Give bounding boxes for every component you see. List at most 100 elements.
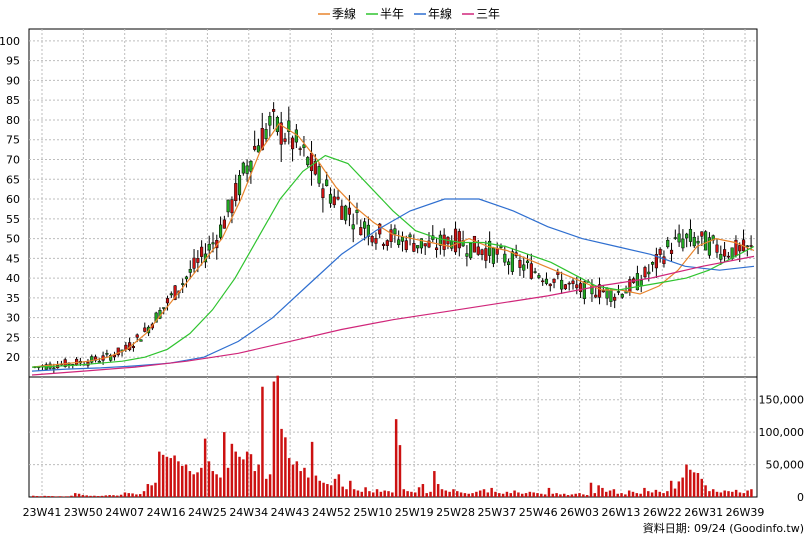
volume-bar [734, 489, 738, 497]
candle-body [279, 122, 283, 145]
volume-bar [475, 491, 478, 497]
volume-bar [406, 491, 409, 497]
candle-body [245, 165, 249, 174]
volume-bar [463, 493, 467, 497]
volume-bar [555, 493, 558, 497]
legend-label: 半年 [380, 7, 404, 21]
candle-body [317, 166, 321, 184]
volume-bar [230, 443, 234, 497]
x-tick-label: 24W07 [105, 506, 144, 519]
volume-bar [200, 467, 203, 497]
volume-bar [490, 487, 493, 497]
candle-body [707, 237, 711, 256]
volume-bar [158, 451, 161, 497]
x-tick-label: 26W31 [684, 506, 723, 519]
volume-y-axis: 0 50,000 100,000 150,000 [759, 394, 805, 504]
candle-body [579, 283, 583, 293]
legend-label: 年線 [428, 6, 452, 21]
volume-bar [562, 493, 566, 497]
volume-bar [436, 484, 440, 497]
volume-bar [524, 493, 528, 497]
volume-bar [356, 490, 360, 497]
volume-bar [123, 492, 127, 497]
candle-body [222, 219, 226, 229]
volume-bar [135, 494, 138, 497]
volume-bar [58, 496, 62, 497]
x-tick-label: 25W37 [477, 506, 516, 519]
volume-bar [280, 428, 283, 497]
ma-line-3 [31, 255, 755, 376]
candle-body [692, 236, 696, 247]
volume-bar [597, 485, 600, 497]
volume-bar [43, 495, 46, 497]
price-y-tick-label: 50 [6, 233, 20, 246]
candle-body [105, 353, 109, 355]
x-tick-label: 25W19 [395, 506, 434, 519]
volume-bar [318, 480, 321, 497]
candle-body [397, 239, 401, 246]
candle-body [469, 242, 473, 259]
x-tick-label: 24W43 [271, 506, 310, 519]
candle-body [480, 249, 484, 255]
candle-body [347, 207, 351, 215]
volume-bar [219, 477, 222, 497]
candle-body [336, 196, 340, 200]
volume-bar [211, 471, 215, 497]
volume-bar [559, 494, 562, 497]
candle-body [412, 243, 416, 252]
candle-body [704, 231, 708, 251]
volume-bar [352, 489, 356, 497]
volume-bar [161, 454, 165, 497]
candle-body [427, 240, 431, 248]
candle-body [738, 245, 742, 252]
candle-body [268, 115, 272, 126]
volume-bar [631, 491, 635, 497]
volume-bar [666, 491, 669, 497]
x-tick-label: 25W46 [519, 506, 558, 519]
candle-body [256, 145, 261, 153]
volume-bar [620, 493, 623, 497]
candle-body [571, 280, 575, 285]
candle-body [669, 249, 674, 254]
candle-body [651, 262, 655, 265]
volume-bar [322, 482, 325, 497]
volume-bar [341, 486, 344, 497]
volume-bar [35, 496, 39, 497]
volume-bar [658, 491, 661, 497]
x-tick-label: 24W16 [147, 506, 186, 519]
candle-body [563, 284, 567, 290]
volume-bar [261, 386, 264, 497]
volume-y-tick-label: 0 [797, 491, 804, 504]
candle-body [249, 160, 253, 172]
candle-body [332, 196, 336, 206]
volume-bar [245, 451, 249, 497]
volume-bar [142, 491, 146, 497]
volume-bars [32, 375, 753, 497]
candle-body [241, 162, 245, 174]
volume-bar [551, 493, 555, 497]
candle-body [374, 238, 378, 244]
volume-bar [452, 489, 455, 497]
volume-bar [647, 491, 650, 497]
candle-body [344, 205, 348, 221]
candle-body [647, 271, 651, 275]
volume-bar [635, 493, 639, 497]
x-tick-label: 24W52 [312, 506, 351, 519]
volume-bar [429, 491, 432, 497]
candle-body [169, 293, 173, 296]
candle-body [548, 283, 552, 287]
candle-body [525, 260, 530, 263]
price-y-tick-label: 55 [6, 213, 20, 226]
price-y-tick-label: 95 [6, 55, 20, 68]
candle-body [537, 275, 541, 278]
volume-bar [738, 492, 742, 497]
candle-body [162, 307, 166, 309]
volume-bar [192, 474, 195, 497]
candle-body [253, 145, 257, 150]
x-tick-label: 26W22 [643, 506, 682, 519]
volume-bar [368, 491, 371, 497]
volume-bar [333, 478, 337, 497]
candle-body [582, 281, 586, 299]
candle-body [507, 261, 511, 266]
